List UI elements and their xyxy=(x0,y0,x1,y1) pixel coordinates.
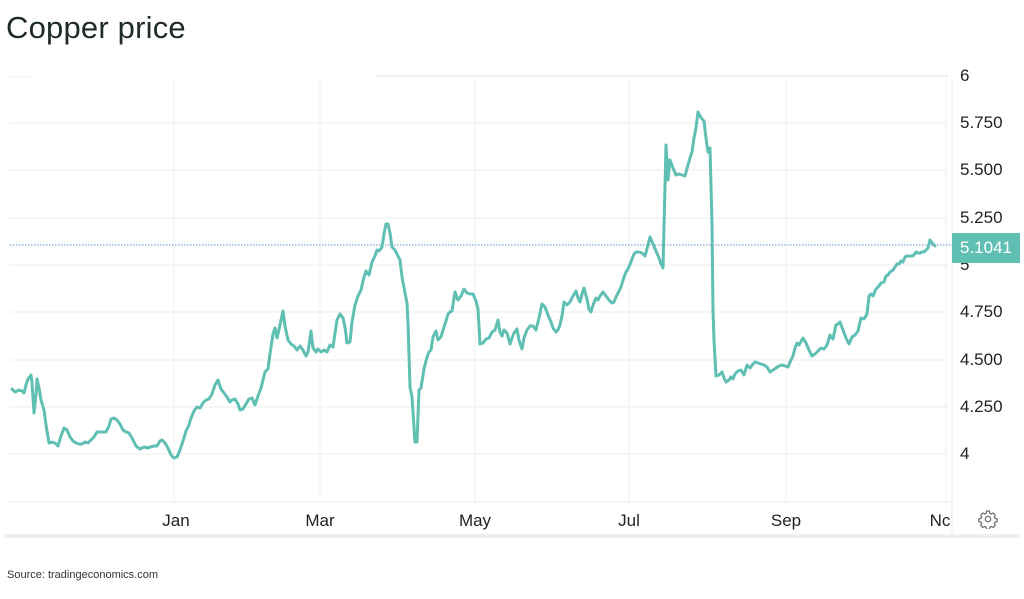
y-tick-label: 5.750 xyxy=(960,113,1003,132)
x-tick-label: May xyxy=(458,511,492,530)
price-line xyxy=(10,110,937,460)
current-price-badge: 5.1041 xyxy=(952,233,1020,263)
y-tick-label: 4 xyxy=(960,444,970,463)
x-gridlines xyxy=(173,78,947,502)
x-tick-label: Jul xyxy=(618,511,640,530)
x-tick-label: Sep xyxy=(770,511,802,530)
page-title: Copper price xyxy=(6,10,186,45)
y-tick-label: 6 xyxy=(960,66,970,85)
x-tick-label: Mar xyxy=(305,511,335,530)
y-tick-label: 4.500 xyxy=(960,350,1003,369)
y-tick-label: 4.750 xyxy=(960,302,1003,321)
settings-button[interactable] xyxy=(978,509,998,531)
gear-icon xyxy=(978,510,998,531)
x-tick-label: Nc xyxy=(929,511,951,530)
y-tick-label: 5 xyxy=(960,255,970,274)
y-tick-label: 5.500 xyxy=(960,160,1003,179)
y-tick-label: 5.250 xyxy=(960,208,1003,227)
y-gridlines xyxy=(10,122,948,503)
x-tick-label: Jan xyxy=(162,511,190,530)
y-tick-label: 4.250 xyxy=(960,397,1003,416)
x-axis-footer-bar xyxy=(4,534,1020,538)
source-attribution: Source: tradingeconomics.com xyxy=(7,569,159,581)
